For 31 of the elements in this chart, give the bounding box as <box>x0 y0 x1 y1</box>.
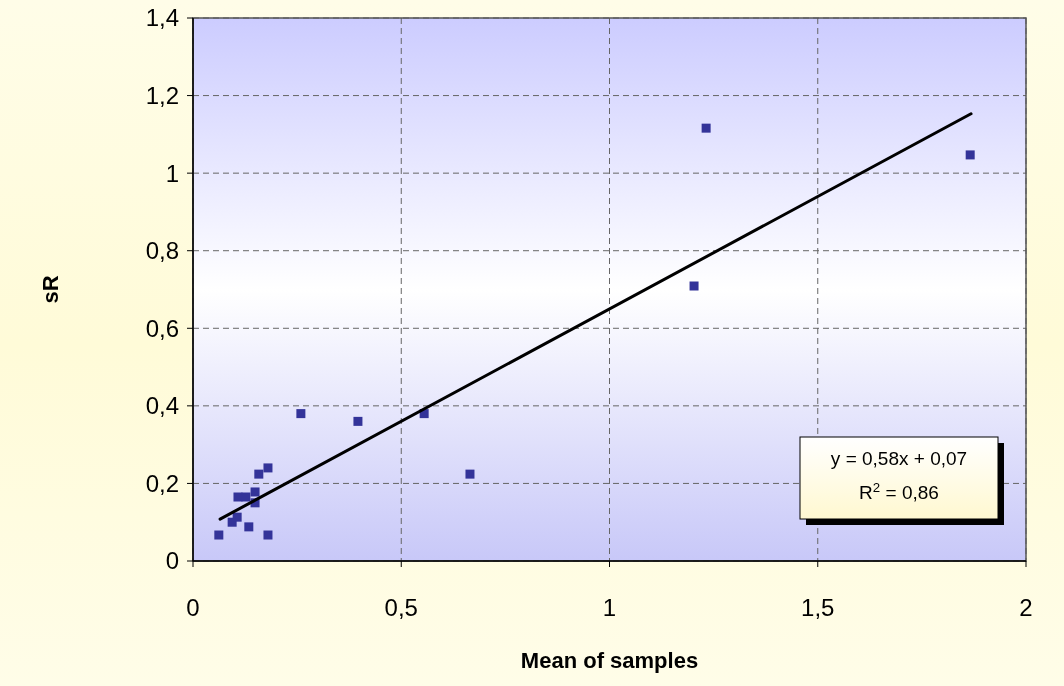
point <box>214 530 224 540</box>
point <box>296 409 306 419</box>
point <box>701 123 711 133</box>
y-tick-label: 0,4 <box>145 392 179 420</box>
point <box>241 492 251 502</box>
x-tick-label: 1,5 <box>801 594 835 621</box>
point <box>465 469 475 479</box>
y-tick-label: 0 <box>165 547 179 575</box>
point <box>353 416 363 426</box>
point <box>250 487 260 497</box>
y-axis-title: sR <box>38 275 63 304</box>
point <box>263 530 273 540</box>
annotation: y = 0,58x + 0,07 <box>830 448 968 469</box>
x-tick-label: 2 <box>1019 594 1033 621</box>
x-tick-label: 1 <box>602 594 617 621</box>
point <box>689 281 699 291</box>
y-tick-label: 1 <box>165 159 179 187</box>
point <box>244 522 254 532</box>
y-tick-label: 0,6 <box>145 314 179 342</box>
point <box>965 150 975 160</box>
x-tick-label: 0 <box>186 594 200 621</box>
y-tick-label: 0,8 <box>145 237 179 265</box>
point <box>232 512 242 522</box>
y-tick-label: 0,2 <box>145 469 179 497</box>
point <box>254 469 264 479</box>
x-axis-title: Mean of samples <box>520 648 699 673</box>
y-tick-label: 1,4 <box>145 4 179 32</box>
point <box>263 463 273 473</box>
annotation: R$^{2}$ = 0,86 <box>859 479 939 503</box>
y-tick-label: 1,2 <box>145 81 179 109</box>
x-tick-label: 0,5 <box>384 594 418 621</box>
